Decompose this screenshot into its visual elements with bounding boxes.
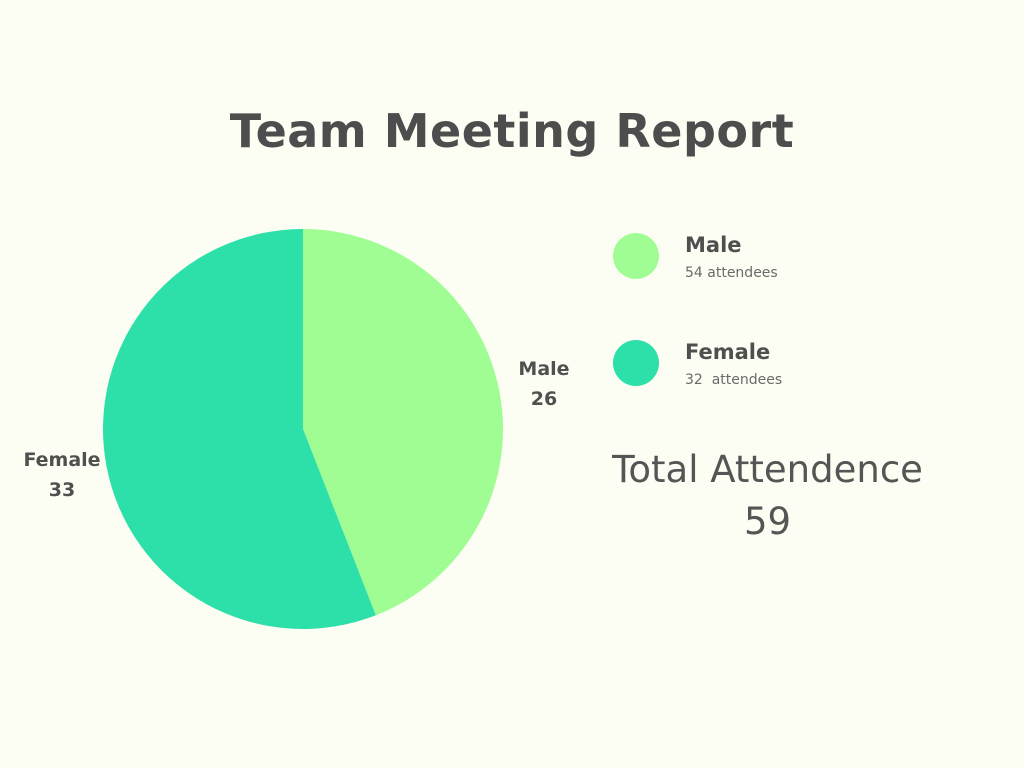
- legend-sub-female: 32 attendees: [685, 372, 783, 388]
- pie-slice-female: [102, 229, 376, 629]
- legend-item-male: Male 54 attendees: [613, 233, 943, 283]
- slice-label-female-name: Female: [23, 449, 101, 471]
- total-attendance-value: 59: [743, 500, 792, 543]
- legend-swatch-female: [613, 340, 659, 386]
- legend-sub-male: 54 attendees: [685, 265, 778, 281]
- slice-label-male-name: Male: [518, 358, 570, 380]
- legend-swatch-male: [613, 233, 659, 279]
- chart-title: Team Meeting Report: [229, 104, 795, 158]
- total-attendance-label: Total Attendence: [612, 448, 923, 491]
- pie-slices: [102, 229, 503, 629]
- pie-slice-male: [303, 229, 503, 616]
- slice-label-male-value: 26: [530, 388, 558, 410]
- slice-label-female: Female 33: [14, 445, 110, 505]
- legend-label-female: Female: [685, 340, 771, 364]
- slice-label-female-value: 33: [48, 479, 76, 501]
- slice-label-male: Male 26: [504, 354, 584, 414]
- legend-label-male: Male: [685, 233, 742, 257]
- legend-item-female: Female 32 attendees: [613, 340, 943, 390]
